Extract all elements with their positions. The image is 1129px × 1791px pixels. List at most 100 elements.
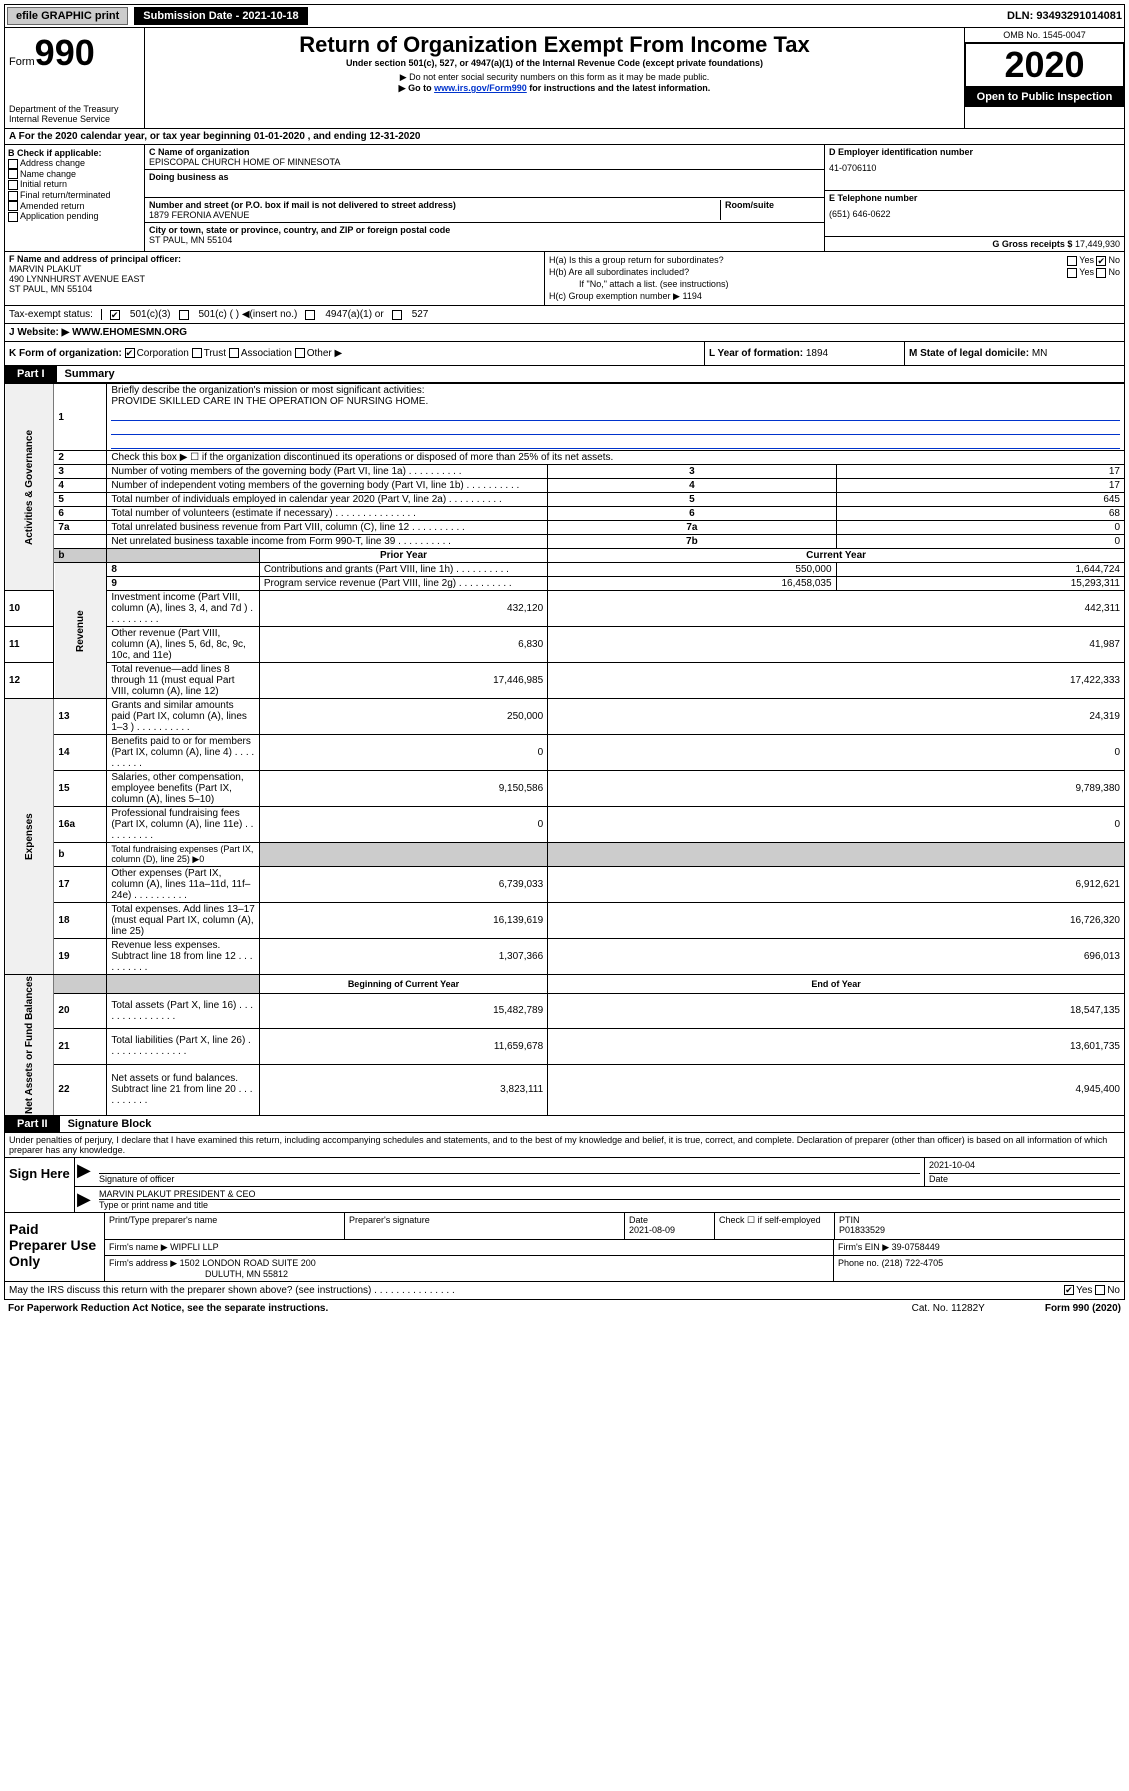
row-fh: F Name and address of principal officer:… [4,252,1125,306]
ha-yes-checkbox[interactable] [1067,256,1077,266]
501c-checkbox[interactable] [179,310,189,320]
goto-post: for instructions and the latest informat… [527,83,711,93]
box-l-label: L Year of formation: [709,348,803,359]
firm-name-label: Firm's name ▶ [109,1242,168,1252]
perjury-text: Under penalties of perjury, I declare th… [4,1133,1125,1158]
officer-name: MARVIN PLAKUT [9,264,540,274]
form-label: Form [9,56,35,68]
form-number: 990 [35,32,95,73]
footer-row: For Paperwork Reduction Act Notice, see … [4,1300,1125,1317]
final-return-checkbox[interactable] [8,191,18,201]
tax-status-row: Tax-exempt status: 501(c)(3) 501(c) ( ) … [4,306,1125,324]
eoy-header: End of Year [548,975,1125,994]
form-subtitle: Under section 501(c), 527, or 4947(a)(1)… [149,58,960,68]
discuss-text: May the IRS discuss this return with the… [9,1285,455,1296]
527-checkbox[interactable] [392,310,402,320]
part2-title: Signature Block [60,1116,160,1132]
dba-label: Doing business as [149,172,820,182]
vlabel-revenue: Revenue [54,563,107,699]
part1-header: Part I Summary [4,366,1125,383]
hc-value: 1194 [683,291,702,301]
name-change-checkbox[interactable] [8,169,18,179]
firm-addr-label: Firm's address ▶ [109,1258,177,1268]
other-checkbox[interactable] [295,348,305,358]
org-name: EPISCOPAL CHURCH HOME OF MINNESOTA [149,157,820,167]
sig-officer-label: Signature of officer [99,1174,920,1184]
efile-print-button[interactable]: efile GRAPHIC print [7,7,128,25]
irs-label: Internal Revenue Service [9,114,140,124]
gross-value: 17,449,930 [1075,239,1120,249]
prep-h4: Check ☐ if self-employed [715,1213,835,1239]
website-value: WWW.EHOMESMN.ORG [72,327,187,338]
officer-addr1: 490 LYNNHURST AVENUE EAST [9,274,540,284]
prep-date: 2021-08-09 [629,1225,710,1235]
hb-label: H(b) Are all subordinates included? [549,267,689,277]
prep-h3: Date [629,1215,710,1225]
mission-text: PROVIDE SKILLED CARE IN THE OPERATION OF… [111,396,1120,407]
year-formation: 1894 [806,348,828,359]
part2-tab: Part II [5,1116,60,1132]
street-address: 1879 FERONIA AVENUE [149,210,720,220]
hc-label: H(c) Group exemption number ▶ [549,291,680,301]
prep-h5: PTIN [839,1215,1120,1225]
hb-no-checkbox[interactable] [1096,268,1106,278]
officer-addr2: ST PAUL, MN 55104 [9,284,540,294]
box-b-header: B Check if applicable: [8,148,141,158]
omb-number: OMB No. 1545-0047 [965,28,1124,43]
footer-right: Form 990 (2020) [1045,1303,1121,1314]
addr-change-checkbox[interactable] [8,159,18,169]
top-bar: efile GRAPHIC print Submission Date - 20… [4,4,1125,28]
part2-header: Part II Signature Block [4,1116,1125,1133]
officer-name-label: Type or print name and title [99,1200,1120,1210]
hb-yes-checkbox[interactable] [1067,268,1077,278]
initial-return-checkbox[interactable] [8,180,18,190]
sig-arrow-icon: ▶ [75,1158,95,1186]
phone-label: E Telephone number [829,193,1120,203]
goto-pre: ▶ Go to [399,83,434,93]
phone-value: (651) 646-0622 [829,203,1120,219]
firm-phone: (218) 722-4705 [882,1258,944,1268]
firm-ein: 39-0758449 [892,1242,940,1252]
ssn-note: ▶ Do not enter social security numbers o… [149,72,960,83]
boy-header: Beginning of Current Year [259,975,547,994]
form-title: Return of Organization Exempt From Incom… [149,32,960,58]
firm-addr2: DULUTH, MN 55812 [109,1269,288,1279]
open-public: Open to Public Inspection [965,87,1124,107]
app-pending-checkbox[interactable] [8,212,18,222]
city-state-zip: ST PAUL, MN 55104 [149,235,820,245]
prior-year-header: Prior Year [259,549,547,563]
amended-checkbox[interactable] [8,201,18,211]
tax-status-label: Tax-exempt status: [9,309,102,320]
ein-label: D Employer identification number [829,147,1120,157]
corp-checkbox[interactable] [125,348,135,358]
state-domicile: MN [1032,348,1048,359]
firm-ein-label: Firm's EIN ▶ [838,1242,889,1252]
dln: DLN: 93493291014081 [1007,10,1122,22]
row-klm: K Form of organization: Corporation Trus… [4,342,1125,366]
discuss-yes-checkbox[interactable] [1064,1285,1074,1295]
irs-link[interactable]: www.irs.gov/Form990 [434,83,527,93]
line2-text: Check this box ▶ ☐ if the organization d… [107,451,1125,465]
501c3-checkbox[interactable] [110,310,120,320]
firm-name: WIPFLI LLP [170,1242,219,1252]
addr-label: Number and street (or P.O. box if mail i… [149,200,720,210]
sign-date: 2021-10-04 [929,1160,1120,1174]
trust-checkbox[interactable] [192,348,202,358]
tax-year: 2020 [965,43,1124,87]
sign-date-label: Date [929,1174,1120,1184]
prep-h2: Preparer's signature [349,1215,620,1225]
dept-treasury: Department of the Treasury [9,104,140,114]
line1-text: Briefly describe the organization's miss… [111,385,1120,396]
discuss-no-checkbox[interactable] [1095,1285,1105,1295]
box-m-label: M State of legal domicile: [909,348,1029,359]
4947-checkbox[interactable] [305,310,315,320]
officer-name-title: MARVIN PLAKUT PRESIDENT & CEO [99,1189,1120,1200]
ha-label: H(a) Is this a group return for subordin… [549,255,724,265]
prep-h1: Print/Type preparer's name [109,1215,340,1225]
box-k-label: K Form of organization: [9,348,122,359]
footer-cat: Cat. No. 11282Y [912,1303,985,1314]
assoc-checkbox[interactable] [229,348,239,358]
ha-no-checkbox[interactable] [1096,256,1106,266]
sig-arrow2-icon: ▶ [75,1187,95,1212]
vlabel-governance: Activities & Governance [5,384,54,591]
